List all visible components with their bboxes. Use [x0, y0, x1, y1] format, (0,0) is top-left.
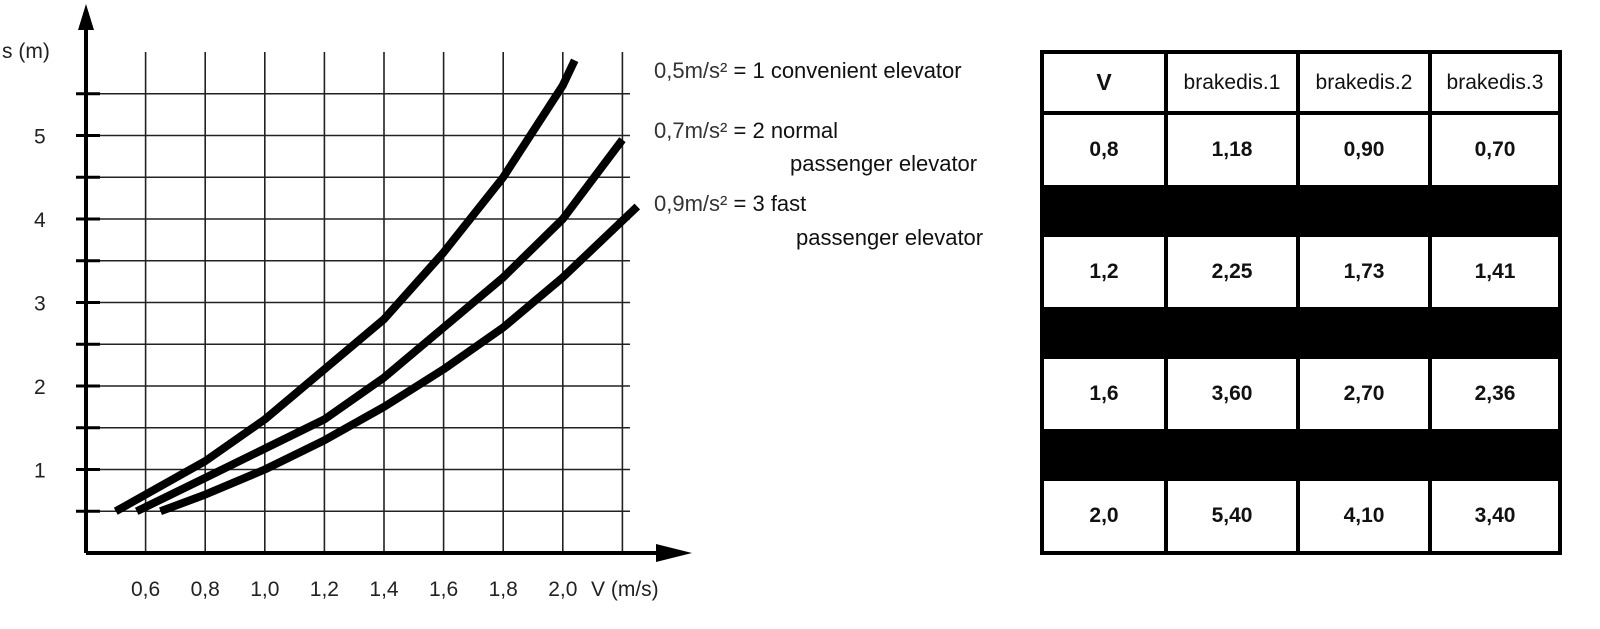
table-header-row: V brakedis.1 brakedis.2 brakedis.3 — [1040, 50, 1562, 115]
legend-entry-2-line2: passenger elevator — [790, 151, 978, 176]
legend-desc: fast — [770, 191, 807, 216]
table-cell: 2,25 — [1164, 233, 1300, 311]
table-row: 1,6 3,60 2,70 2,36 — [1040, 355, 1562, 433]
legend-accel: 0,7m/s² — [654, 118, 728, 143]
table-cell: 5,40 — [1164, 477, 1300, 555]
table-cell: 4,10 — [1296, 477, 1432, 555]
x-tick-label: 1,0 — [250, 578, 279, 601]
table-separator — [1040, 429, 1562, 481]
legend-entry-3: 0,9m/s² = 3 fast — [654, 191, 806, 217]
table-cell: 2,0 — [1040, 477, 1168, 555]
x-tick-label: 1,2 — [310, 578, 339, 601]
separator-band — [1040, 307, 1562, 359]
table-cell: 0,90 — [1296, 111, 1432, 189]
x-axis-arrow — [656, 544, 692, 562]
table-header-cell: brakedis.3 — [1428, 50, 1562, 115]
legend-desc: convenient elevator — [770, 58, 962, 83]
x-axis-label: V (m/s) — [591, 578, 659, 601]
table-header-cell: brakedis.1 — [1164, 50, 1300, 115]
separator-band — [1040, 185, 1562, 237]
table-cell: 2,36 — [1428, 355, 1562, 433]
legend-accel: 0,5m/s² — [654, 58, 728, 83]
table-cell: 2,70 — [1296, 355, 1432, 433]
legend-eq: = 2 — [733, 118, 765, 143]
table-cell: 1,41 — [1428, 233, 1562, 311]
chart-series — [113, 58, 641, 516]
legend-eq: = 3 — [733, 191, 765, 216]
table-row: 2,0 5,40 4,10 3,40 — [1040, 477, 1562, 555]
braking-distance-table: V brakedis.1 brakedis.2 brakedis.3 0,8 1… — [1040, 50, 1562, 555]
legend-entry-3-line2: passenger elevator — [796, 225, 984, 250]
y-tick-label: 3 — [34, 293, 46, 316]
x-tick-label: 0,6 — [131, 578, 160, 601]
y-tick-label: 1 — [34, 460, 46, 483]
chart-tick-labels: 1 2 3 4 5 0,6 0,8 1,0 1,2 1,4 1,6 1,8 2,0 — [34, 126, 577, 602]
series-line-2 — [134, 137, 626, 515]
y-axis-arrow — [78, 4, 94, 30]
table-separator — [1040, 307, 1562, 359]
table-cell: 1,6 — [1040, 355, 1168, 433]
table-header-cell: brakedis.2 — [1296, 50, 1432, 115]
series-line-3 — [159, 203, 641, 516]
chart-axes — [76, 4, 692, 562]
table-row: 1,2 2,25 1,73 1,41 — [1040, 233, 1562, 311]
series-line-1 — [113, 58, 579, 515]
table-cell: 0,70 — [1428, 111, 1562, 189]
table-cell: 3,40 — [1428, 477, 1562, 555]
legend-eq: = 1 — [733, 58, 765, 83]
braking-distance-chart: 1 2 3 4 5 0,6 0,8 1,0 1,2 1,4 1,6 1,8 2,0 s (m) V (m… — [2, 4, 692, 602]
table-cell: 1,2 — [1040, 233, 1168, 311]
legend-accel: 0,9m/s² — [654, 191, 728, 216]
y-axis-label: s (m) — [2, 40, 50, 63]
y-tick-label: 2 — [34, 376, 46, 399]
x-tick-label: 1,4 — [369, 578, 399, 601]
table-header-cell: V — [1040, 50, 1168, 115]
legend-entry-1: 0,5m/s² = 1 convenient elevator — [654, 58, 962, 84]
x-tick-label: 2,0 — [548, 578, 577, 601]
separator-band — [1040, 429, 1562, 481]
y-tick-label: 4 — [34, 209, 46, 232]
x-tick-label: 1,6 — [429, 578, 458, 601]
x-tick-label: 1,8 — [489, 578, 518, 601]
table-cell: 1,73 — [1296, 233, 1432, 311]
x-tick-label: 0,8 — [191, 578, 220, 601]
legend-entry-2: 0,7m/s² = 2 normal — [654, 118, 838, 144]
table-cell: 0,8 — [1040, 111, 1168, 189]
table-cell: 3,60 — [1164, 355, 1300, 433]
y-tick-label: 5 — [34, 126, 46, 149]
table-row: 0,8 1,18 0,90 0,70 — [1040, 111, 1562, 189]
table-separator — [1040, 185, 1562, 237]
table-cell: 1,18 — [1164, 111, 1300, 189]
legend-desc: normal — [770, 118, 839, 143]
